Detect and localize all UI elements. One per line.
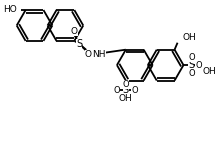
Text: O: O xyxy=(123,80,129,89)
Text: OH: OH xyxy=(182,33,196,42)
Text: O: O xyxy=(131,86,138,95)
Text: OH: OH xyxy=(202,67,216,76)
Text: O: O xyxy=(114,86,120,95)
Text: OH: OH xyxy=(119,94,133,103)
Text: O: O xyxy=(85,50,92,59)
Text: HO: HO xyxy=(3,5,17,14)
Text: O: O xyxy=(195,61,202,70)
Text: O: O xyxy=(188,53,195,62)
Text: S: S xyxy=(76,39,82,49)
Text: S: S xyxy=(123,85,129,95)
Text: S: S xyxy=(188,60,194,70)
Text: O: O xyxy=(71,27,78,35)
Text: O: O xyxy=(188,69,195,77)
Text: NH: NH xyxy=(92,50,106,59)
